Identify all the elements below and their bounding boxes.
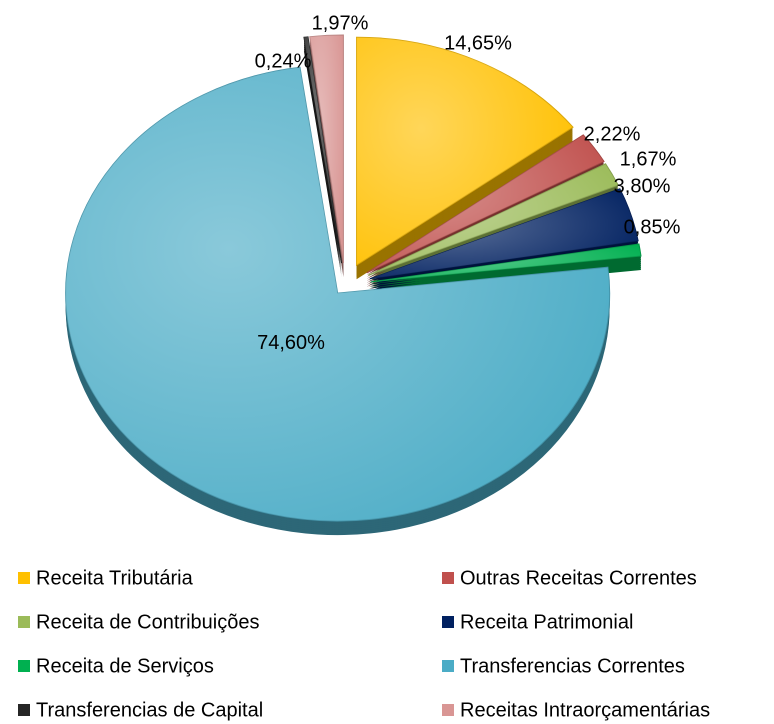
slice-shine [356, 37, 574, 266]
slice-side [303, 48, 342, 276]
data-label: 1,67% [620, 148, 677, 170]
legend-swatch [442, 616, 454, 628]
slice-side [303, 46, 342, 274]
slice-side [303, 50, 342, 278]
data-label: 0,24% [255, 50, 312, 72]
legend-label: Receita de Serviços [36, 655, 214, 677]
legend-label: Receita Patrimonial [460, 611, 633, 633]
slice-side [303, 42, 342, 270]
legend-label: Transferencias Correntes [460, 655, 685, 677]
slice-shine [366, 134, 605, 273]
data-label: 3,80% [614, 175, 671, 197]
slice-shine [309, 34, 344, 263]
slice-side [303, 44, 342, 272]
legend-label: Receitas Intraorçamentárias [460, 699, 710, 721]
legend-label: Transferencias de Capital [36, 699, 263, 721]
slice-shine [370, 243, 641, 282]
legend-swatch [442, 704, 454, 716]
data-label: 1,97% [312, 12, 369, 34]
legend-swatch [442, 572, 454, 584]
slice-shine [65, 67, 610, 522]
slice-shine [368, 163, 619, 276]
legend-swatch [18, 572, 30, 584]
data-label: 74,60% [257, 332, 325, 354]
legend-swatch [18, 704, 30, 716]
data-label: 2,22% [584, 123, 641, 145]
slice-shine [303, 36, 342, 264]
legend-swatch [442, 660, 454, 672]
legend-label: Receita Tributária [36, 567, 194, 589]
slice-side [303, 40, 342, 268]
data-label: 0,85% [624, 216, 681, 238]
legend-label: Receita de Contribuições [36, 611, 259, 633]
legend-swatch [18, 616, 30, 628]
slice-shine [369, 188, 639, 279]
data-label: 14,65% [444, 32, 512, 54]
legend-label: Outras Receitas Correntes [460, 567, 697, 589]
legend-swatch [18, 660, 30, 672]
